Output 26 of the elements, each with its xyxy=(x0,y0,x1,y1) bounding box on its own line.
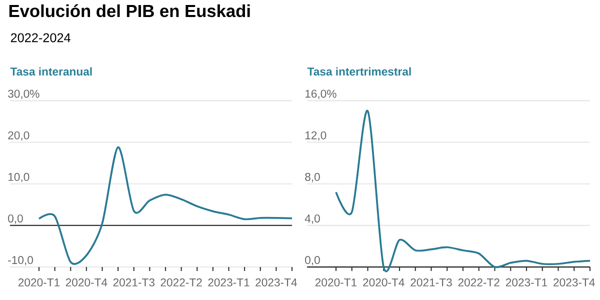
x-tick-label: 2020-T4 xyxy=(66,278,108,286)
y-tick-label: 4,0 xyxy=(304,214,320,224)
x-tick-label: 2020-T4 xyxy=(363,278,404,286)
x-tick-label: 2023-T4 xyxy=(554,278,595,286)
x-tick-label: 2022-T2 xyxy=(160,278,202,286)
x-tick-label: 2023-T1 xyxy=(506,278,548,286)
y-tick-label: -10,0 xyxy=(8,256,33,266)
y-tick-label: 0,0 xyxy=(8,214,23,224)
y-tick-label: 10,0 xyxy=(8,172,30,182)
y-tick-label: 16,0% xyxy=(305,90,336,100)
x-tick-label: 2022-T2 xyxy=(458,278,500,286)
chart-title: Evolución del PIB en Euskadi xyxy=(9,4,250,18)
y-axis-title: Tasa interanual xyxy=(10,67,92,76)
y-tick-label: 20,0 xyxy=(8,131,30,141)
y-tick-label: 0,0 xyxy=(305,256,320,266)
x-tick-label: 2021-T3 xyxy=(410,278,452,286)
x-tick-label: 2023-T4 xyxy=(256,278,297,286)
x-tick-label: 2021-T3 xyxy=(113,278,154,286)
x-tick-label: 2020-T1 xyxy=(315,278,357,286)
x-tick-label: 2020-T1 xyxy=(18,278,60,286)
y-tick-label: 12,0 xyxy=(305,131,326,141)
y-tick-label: 8,0 xyxy=(305,172,320,182)
y-axis-title: Tasa intertrimestral xyxy=(307,67,411,76)
chart-subtitle: 2022-2024 xyxy=(10,33,70,42)
y-tick-label: 30,0% xyxy=(8,90,40,100)
x-tick-label: 2023-T1 xyxy=(208,278,250,286)
